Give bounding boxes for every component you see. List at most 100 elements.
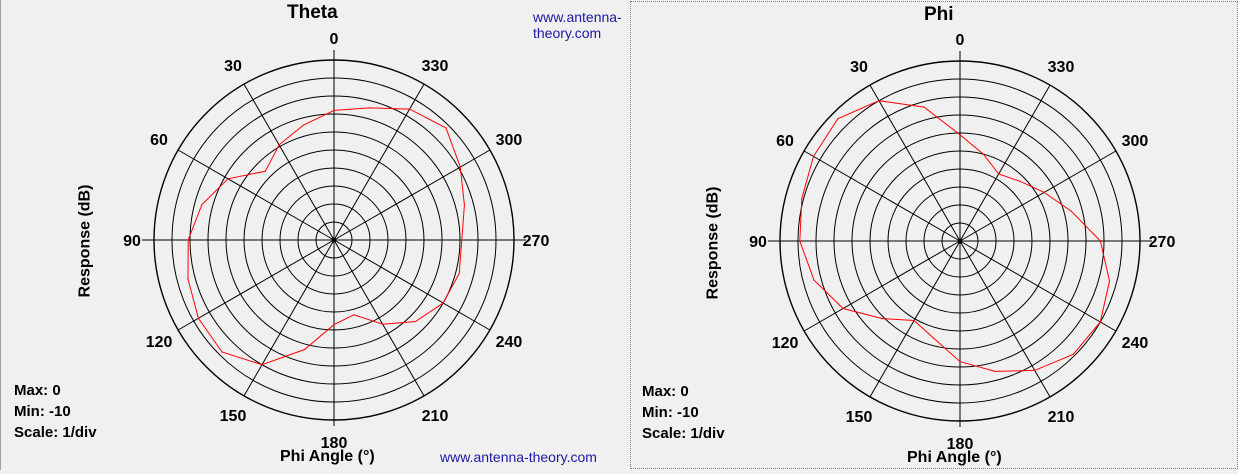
data-point: [1043, 191, 1045, 193]
angle-tick-label: 300: [1122, 133, 1149, 150]
data-point: [353, 314, 355, 316]
grid-spoke: [959, 150, 1117, 242]
data-point: [913, 319, 915, 322]
data-point: [1070, 210, 1072, 212]
grid-spoke: [959, 240, 1117, 332]
stat-min: Min: -10: [14, 403, 71, 420]
angle-tick-label: 60: [150, 132, 168, 149]
grid-spoke: [333, 149, 491, 241]
data-point: [227, 178, 229, 180]
grid-spoke: [869, 84, 961, 242]
angle-tick-label: 270: [523, 233, 550, 250]
data-point: [463, 204, 465, 206]
grid-spoke: [243, 239, 335, 397]
data-point: [998, 173, 1000, 175]
data-point: [837, 118, 839, 120]
grid-spoke: [177, 239, 335, 331]
data-point: [302, 124, 304, 126]
data-point: [959, 134, 961, 136]
stat-scale: Scale: 1/div: [642, 425, 725, 442]
data-point: [382, 323, 384, 325]
angle-tick-label: 180: [321, 435, 348, 452]
data-point: [409, 108, 411, 110]
angle-tick-label: 240: [1122, 335, 1149, 352]
stats-box: Max: 0 Min: -10 Scale: 1/div: [642, 381, 725, 444]
x-axis-label: Phi Angle (°): [907, 449, 1002, 466]
data-point: [187, 239, 189, 241]
grid-spoke: [333, 239, 425, 397]
data-point: [1099, 321, 1101, 323]
angle-tick-label: 330: [1048, 59, 1075, 76]
grid-spoke: [243, 83, 335, 241]
data-point: [1099, 240, 1101, 242]
stat-max: Max: 0: [14, 382, 61, 399]
data-point: [878, 100, 880, 102]
data-point: [221, 351, 223, 353]
data-point: [812, 155, 815, 157]
plot-title: Phi: [924, 4, 954, 25]
grid-spoke: [333, 83, 425, 241]
data-point: [982, 153, 984, 155]
response-trace: [187, 107, 465, 366]
data-point: [261, 364, 263, 366]
data-point: [994, 370, 996, 372]
data-point: [187, 278, 189, 280]
phi-plot-panel: Phi Response (dB) Phi Angle (°) Max: 0 M…: [630, 1, 1238, 469]
data-point: [197, 317, 199, 319]
data-point: [333, 324, 335, 326]
data-point: [368, 107, 371, 109]
grid-spoke: [869, 240, 961, 398]
data-point: [201, 203, 203, 206]
data-point: [813, 279, 815, 281]
data-point: [933, 337, 935, 339]
data-point: [304, 348, 306, 351]
stat-scale: Scale: 1/div: [14, 424, 97, 441]
grid-spoke: [959, 84, 1051, 242]
data-point: [442, 302, 444, 304]
theta-polar-chart: 0 30 60 90 120 150 180 210 240 270 300 330: [123, 31, 550, 452]
angle-tick-label: 60: [776, 133, 794, 150]
watermark-bottom: www.antenna-theory.com: [440, 449, 597, 465]
theta-plot-panel: Theta www.antenna-theory.com Response (d…: [0, 0, 622, 470]
angle-tick-label: 300: [496, 132, 523, 149]
grid-spoke: [333, 239, 491, 331]
data-point: [461, 239, 463, 241]
data-point: [799, 240, 801, 242]
angle-tick-label: 30: [850, 59, 868, 76]
data-point: [1108, 280, 1111, 282]
data-point: [445, 127, 447, 129]
angle-tick-label: 0: [330, 31, 339, 48]
data-point: [801, 198, 803, 200]
center-dot: [957, 238, 963, 244]
watermark-top: www.antenna-theory.com: [533, 9, 622, 41]
grid-spoke: [177, 149, 335, 241]
data-point: [923, 106, 925, 108]
data-point: [881, 318, 883, 320]
angle-tick-label: 90: [749, 234, 767, 251]
data-point: [959, 361, 961, 363]
angle-tick-label: 30: [224, 58, 242, 75]
angle-tick-label: 210: [1048, 409, 1075, 426]
stat-max: Max: 0: [642, 383, 689, 400]
angle-tick-label: 330: [422, 58, 449, 75]
angle-tick-label: 180: [947, 436, 974, 453]
angle-tick-label: 120: [146, 334, 173, 351]
angle-tick-label: 150: [846, 409, 873, 426]
data-point: [1019, 180, 1021, 182]
x-axis-label: Phi Angle (°): [280, 448, 375, 465]
angle-tick-label: 270: [1149, 234, 1176, 251]
data-point: [842, 307, 844, 310]
angle-tick-label: 210: [422, 408, 449, 425]
data-point: [264, 170, 266, 172]
angle-tick-label: 150: [220, 408, 247, 425]
grid-spoke: [959, 240, 1051, 398]
stats-box: Max: 0 Min: -10 Scale: 1/div: [14, 380, 97, 443]
center-dot: [331, 237, 337, 243]
data-point: [459, 166, 461, 168]
angle-tick-label: 0: [956, 32, 965, 49]
stat-min: Min: -10: [642, 404, 699, 421]
data-point: [1072, 353, 1074, 355]
data-point: [458, 272, 460, 275]
angle-tick-label: 120: [772, 335, 799, 352]
angle-tick-label: 90: [123, 233, 141, 250]
